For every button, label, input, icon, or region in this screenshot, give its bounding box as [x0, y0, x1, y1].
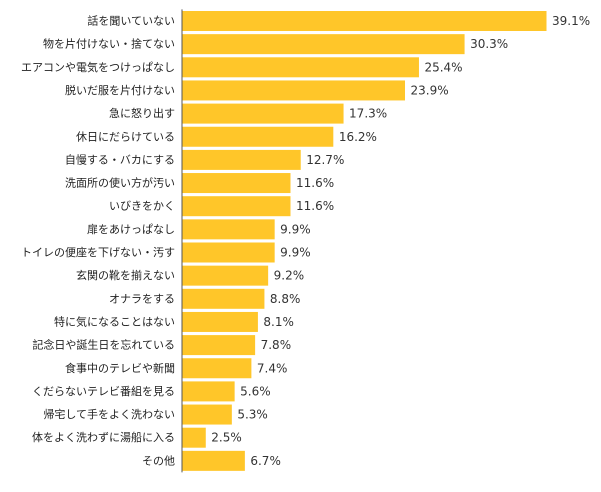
bar-4 [182, 103, 344, 124]
value-label-1: 30.3% [470, 37, 508, 51]
value-label-6: 12.7% [306, 153, 344, 167]
bar-18 [182, 427, 206, 448]
category-label-1: 物を片付けない・捨てない [43, 37, 175, 51]
category-label-17: 帰宅して手をよく洗わない [43, 407, 175, 421]
labels-layer: 話を聞いていない 39.1% 物を片付けない・捨てない 30.3% エアコンや電気をつけ… [21, 14, 590, 468]
category-label-2: エアコンや電気をつけっぱなし [21, 60, 175, 74]
category-label-4: 急に怒り出す [109, 106, 175, 120]
value-label-5: 16.2% [339, 130, 377, 144]
bar-7 [182, 173, 291, 194]
value-label-15: 7.4% [257, 361, 288, 375]
category-label-7: 洗面所の使い方が汚い [65, 176, 175, 190]
bar-19 [182, 450, 245, 471]
category-label-11: 玄関の靴を揃えない [76, 268, 175, 282]
value-label-19: 6.7% [250, 454, 281, 468]
bars-layer [182, 11, 547, 471]
bar-13 [182, 311, 258, 332]
bar-12 [182, 288, 265, 309]
category-label-10: トイレの便座を下げない・汚す [21, 245, 175, 259]
value-label-0: 39.1% [552, 14, 590, 28]
bar-14 [182, 335, 256, 356]
value-label-18: 2.5% [211, 431, 242, 445]
category-label-6: 自慢する・バカにする [65, 153, 175, 166]
category-label-14: 記念日や誕生日を忘れている [32, 338, 175, 352]
bar-1 [182, 34, 465, 55]
category-label-0: 話を聞いていない [87, 14, 175, 28]
value-label-4: 17.3% [349, 107, 387, 121]
bar-6 [182, 149, 301, 170]
bar-8 [182, 196, 291, 217]
value-label-9: 9.9% [280, 222, 311, 236]
category-label-9: 扉をあけっぱなし [87, 223, 175, 236]
bar-17 [182, 404, 232, 425]
value-label-13: 8.1% [263, 315, 294, 329]
category-label-19: その他 [142, 454, 175, 467]
value-label-16: 5.6% [240, 384, 271, 398]
category-label-13: 特に気になることはない [54, 314, 175, 328]
bar-5 [182, 126, 334, 147]
category-label-12: オナラをする [109, 292, 175, 305]
value-label-2: 25.4% [424, 60, 462, 74]
category-label-5: 休日にだらけている [76, 130, 175, 143]
value-label-7: 11.6% [296, 176, 334, 190]
bar-9 [182, 219, 275, 240]
bar-11 [182, 265, 269, 286]
category-label-18: 体をよく洗わずに湯船に入る [32, 430, 175, 444]
value-label-11: 9.2% [274, 269, 305, 283]
bar-0 [182, 11, 547, 31]
value-label-3: 23.9% [410, 83, 448, 97]
value-label-12: 8.8% [270, 292, 301, 306]
bar-3 [182, 80, 405, 101]
category-label-16: くだらないテレビ番組を見る [32, 385, 175, 398]
bar-15 [182, 358, 252, 379]
value-label-17: 5.3% [237, 408, 268, 422]
category-label-3: 脱いだ服を片付けない [65, 83, 175, 97]
category-label-8: いびきをかく [109, 200, 175, 213]
bar-16 [182, 381, 235, 402]
value-label-14: 7.8% [261, 338, 292, 352]
value-label-8: 11.6% [296, 199, 334, 213]
bar-10 [182, 242, 275, 263]
value-label-10: 9.9% [280, 246, 311, 260]
bar-2 [182, 57, 419, 78]
category-label-15: 食事中のテレビや新聞 [65, 361, 175, 375]
